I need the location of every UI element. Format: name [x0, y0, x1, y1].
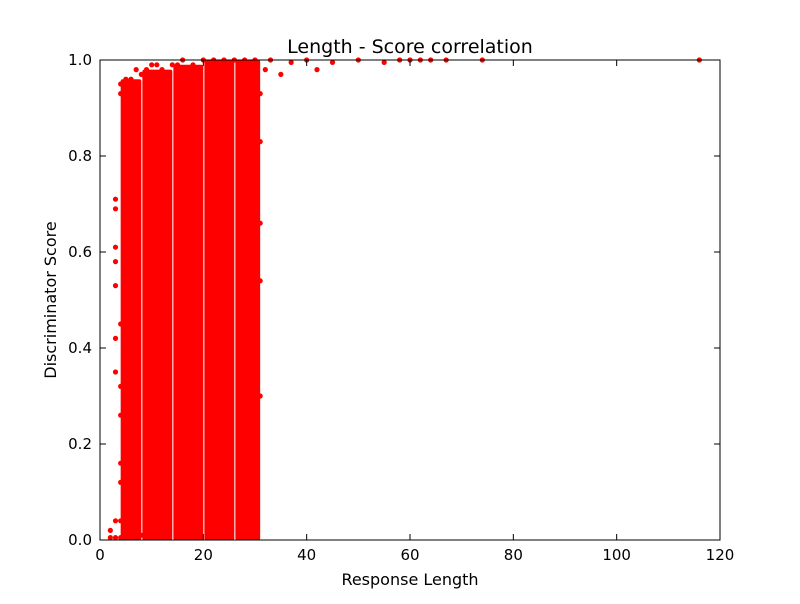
- data-point: [107, 527, 113, 534]
- data-point: [133, 532, 139, 538]
- data-point: [278, 71, 284, 77]
- x-tick-label: 20: [194, 546, 213, 564]
- data-point: [257, 393, 263, 399]
- dense-point-band: [120, 79, 142, 540]
- data-point: [118, 321, 124, 327]
- data-point: [174, 62, 181, 68]
- y-tick-label: 1.0: [68, 51, 92, 69]
- data-point: [138, 532, 144, 538]
- data-point: [128, 422, 134, 428]
- x-tick-label: 0: [95, 546, 105, 564]
- data-point: [118, 479, 124, 485]
- y-axis-label: Discriminator Score: [41, 221, 60, 378]
- data-point: [112, 335, 119, 341]
- data-point: [257, 139, 263, 145]
- data-point: [123, 427, 129, 433]
- data-point: [118, 535, 124, 541]
- data-point: [123, 494, 129, 500]
- data-point: [257, 278, 263, 284]
- data-point: [123, 326, 129, 332]
- x-axis-label: Response Length: [341, 570, 478, 589]
- y-tick-label: 0.6: [68, 243, 92, 261]
- data-point: [118, 383, 124, 389]
- data-point: [133, 67, 139, 73]
- y-tick-label: 0.2: [68, 435, 92, 453]
- data-point: [128, 527, 134, 534]
- chart-title: Length - Score correlation: [287, 36, 533, 58]
- x-tick-label: 100: [602, 546, 631, 564]
- data-point: [112, 518, 119, 524]
- y-axis: 0.0 0.2 0.4 0.6 0.8 1.0: [68, 51, 720, 549]
- data-point: [288, 59, 294, 65]
- x-tick-label: 60: [400, 546, 419, 564]
- data-point: [314, 67, 320, 73]
- data-point: [381, 59, 387, 65]
- data-point: [128, 76, 134, 82]
- y-tick-label: 0.8: [68, 147, 92, 165]
- data-point: [112, 535, 119, 541]
- data-marks: [107, 57, 702, 541]
- data-point: [123, 76, 129, 82]
- y-tick-label: 0.4: [68, 339, 92, 357]
- data-point: [112, 244, 119, 250]
- data-point: [123, 535, 129, 541]
- dense-point-band: [173, 64, 204, 541]
- data-point: [159, 67, 165, 73]
- data-point: [257, 91, 263, 97]
- data-point: [118, 412, 124, 418]
- data-point: [112, 283, 119, 289]
- data-point: [107, 535, 113, 541]
- data-point: [190, 62, 196, 68]
- dense-point-band: [235, 60, 261, 540]
- data-point: [112, 369, 119, 375]
- data-point: [112, 196, 119, 202]
- data-point: [112, 206, 119, 212]
- dense-point-band: [204, 60, 235, 540]
- data-point: [257, 220, 263, 226]
- data-point: [329, 59, 336, 65]
- data-point: [118, 91, 124, 97]
- data-point: [118, 81, 124, 87]
- data-point: [154, 62, 160, 68]
- data-point: [169, 62, 175, 68]
- data-point: [149, 62, 155, 68]
- data-point: [138, 71, 144, 77]
- x-tick-label: 120: [706, 546, 735, 564]
- x-tick-label: 80: [504, 546, 523, 564]
- x-axis: 0 20 40 60 80 100 120: [95, 60, 734, 564]
- data-point: [118, 460, 124, 466]
- data-point: [262, 67, 268, 73]
- x-tick-label: 40: [297, 546, 316, 564]
- y-tick-label: 0.0: [68, 531, 92, 549]
- data-point: [112, 259, 119, 265]
- data-point: [118, 518, 124, 524]
- dense-point-band: [142, 69, 173, 540]
- data-point: [143, 67, 150, 73]
